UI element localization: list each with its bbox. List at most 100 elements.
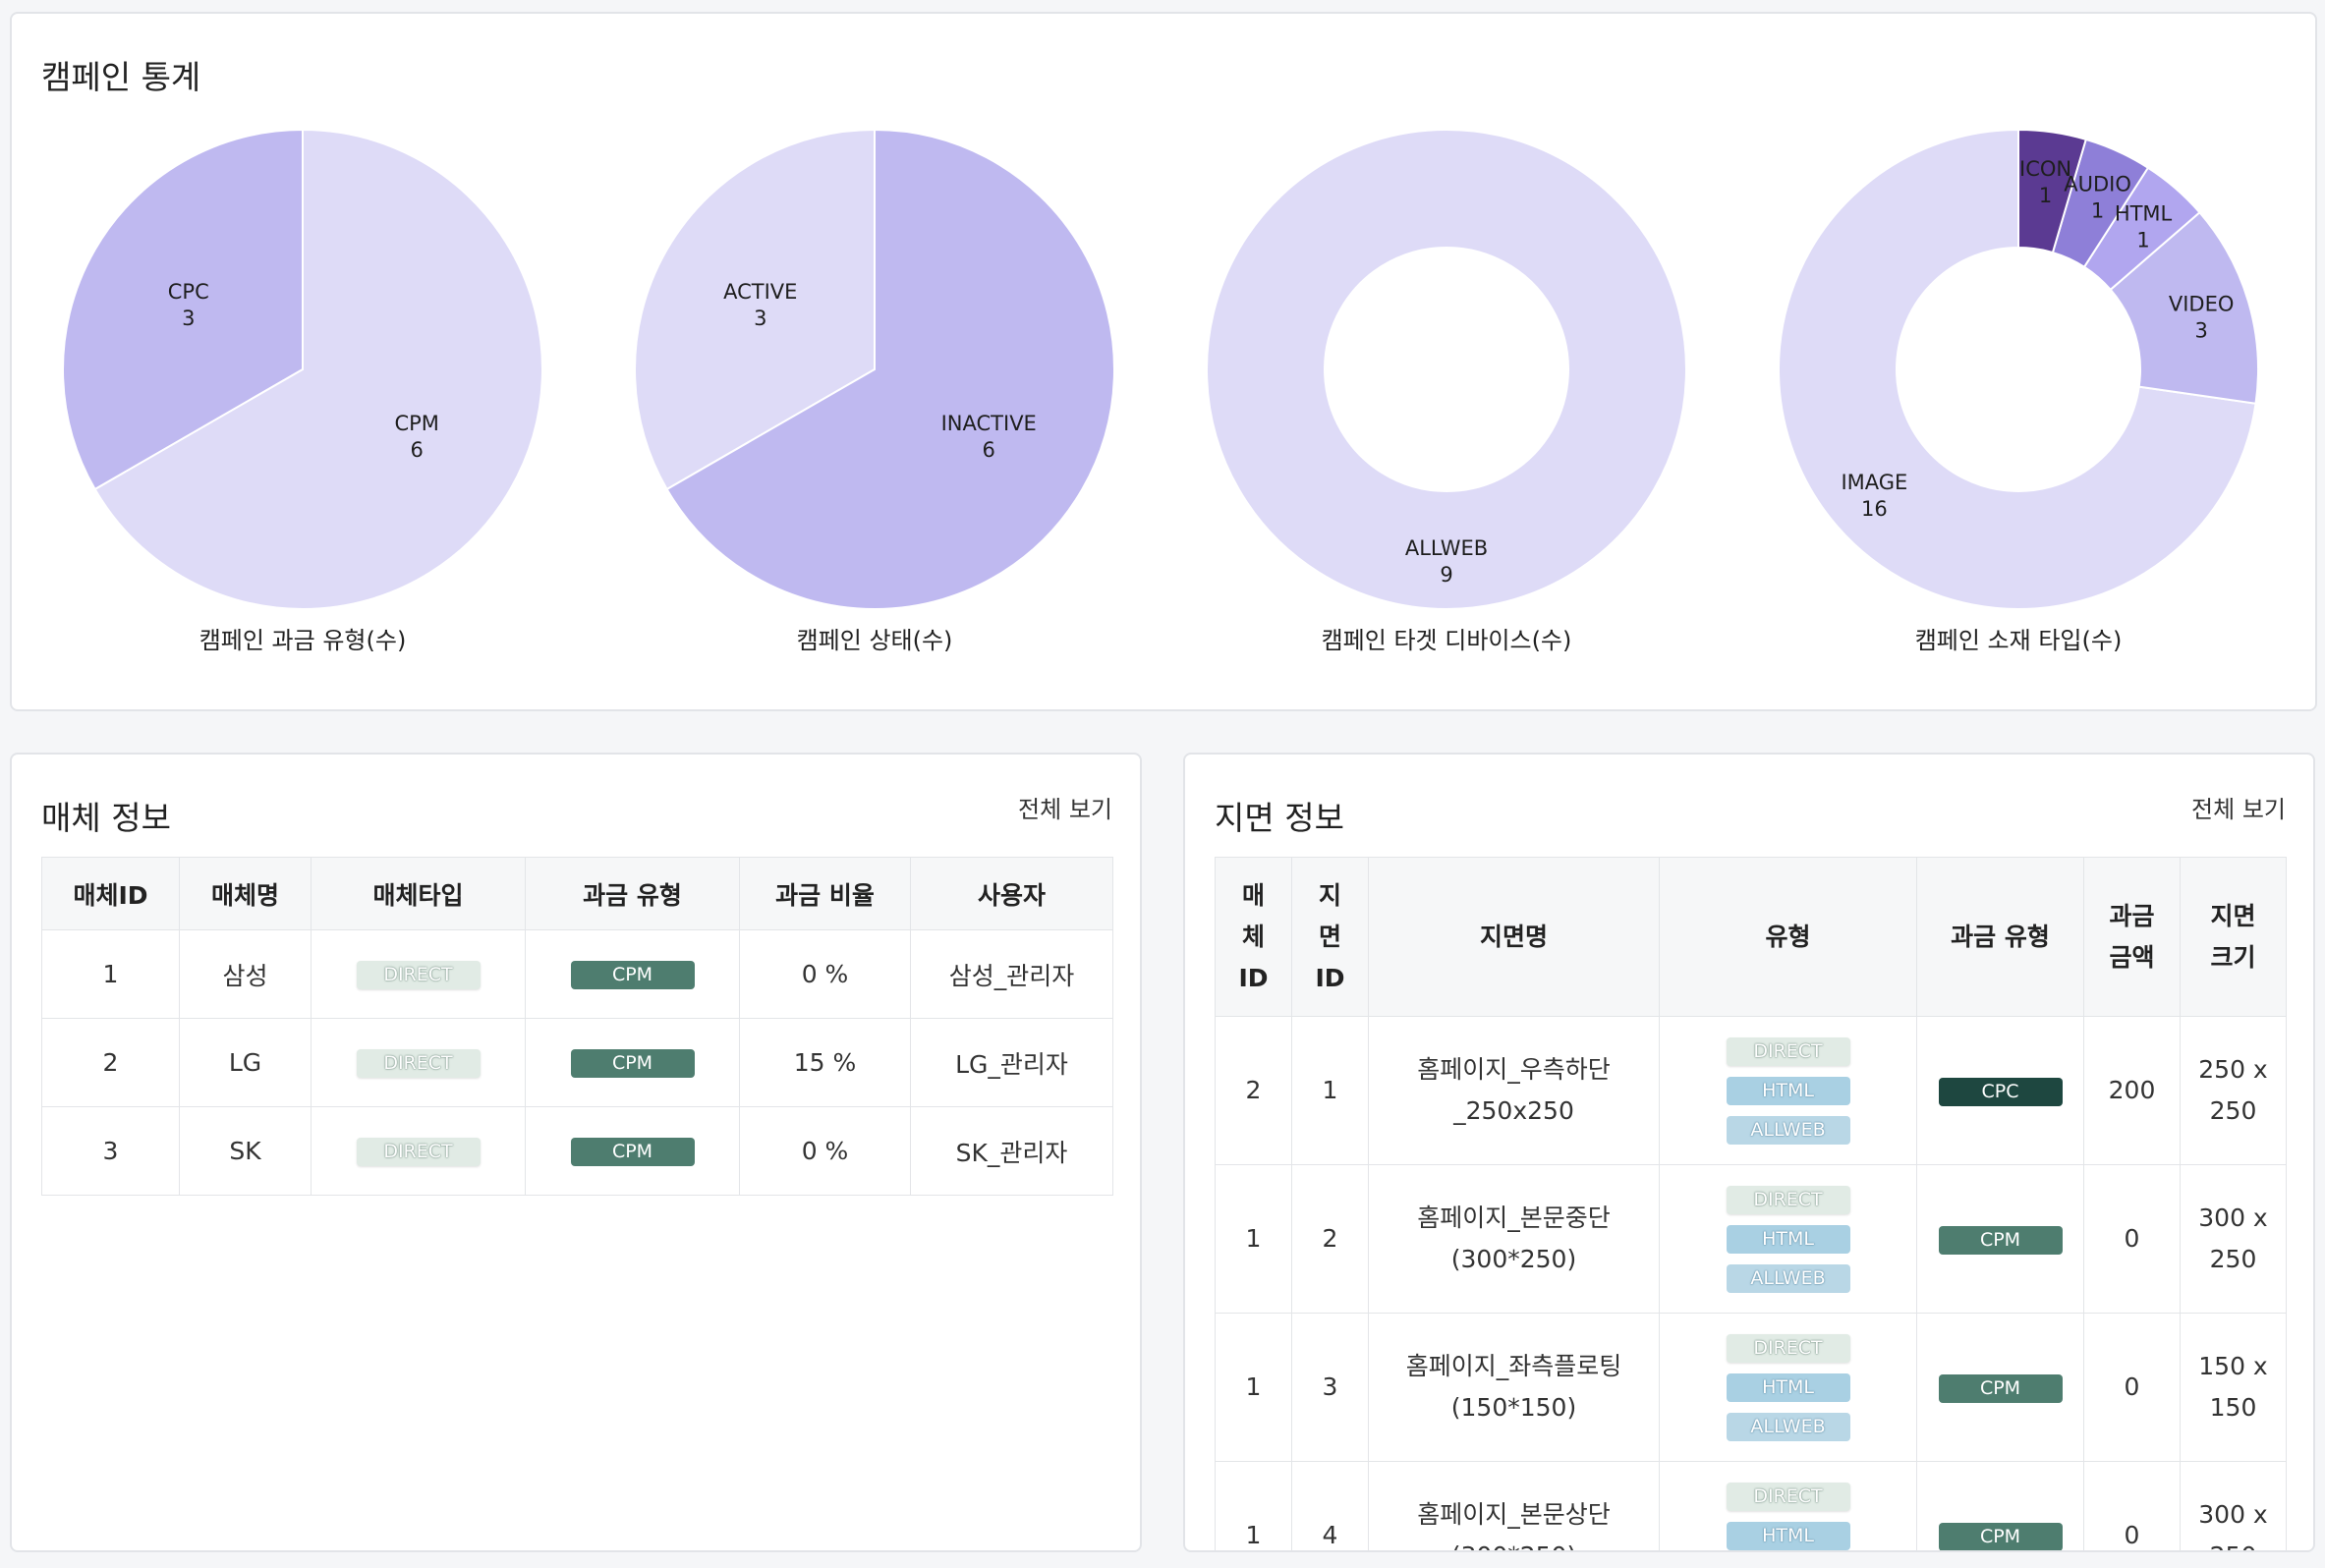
slice-active: [634, 128, 876, 491]
billing-type-cell: CPM: [1916, 1461, 2084, 1550]
column-header: 매체타입: [311, 857, 526, 930]
billing-ratio-cell: 15 %: [739, 1018, 911, 1107]
slice-icon: [2017, 128, 2087, 254]
chart-title: 캠페인 과금 유형(수): [199, 627, 407, 654]
slot-view-all-link[interactable]: 전체 보기: [2191, 796, 2286, 823]
media-id-cell: 3: [41, 1106, 180, 1196]
table-row[interactable]: 2 1 홈페이지_우측하단 _250x250 DIRECT HTML ALLWEB CPC 20…: [1215, 1016, 2287, 1165]
table-row[interactable]: 14홈페이지_본문상단(300*250)DIRECTHTMLALLWEBCPM0…: [1215, 1461, 2287, 1550]
slot-types-cell: DIRECT HTML ALLWEB: [1659, 1313, 1917, 1462]
billing-ratio-cell: 0 %: [739, 929, 911, 1019]
media-view-all-link[interactable]: 전체 보기: [1018, 796, 1112, 823]
slice-value: 6: [411, 438, 424, 462]
media-name-cell: LG: [179, 1018, 312, 1107]
slice-label: ICON: [2019, 157, 2071, 181]
slot-title: 지면 정보: [1215, 799, 1344, 837]
column-header: 지 면 ID: [1291, 857, 1369, 1017]
slice-label: IMAGE: [1841, 471, 1907, 494]
table-row[interactable]: 2 LG DIRECT CPM 15 % LG_관리자: [41, 1018, 1113, 1107]
column-header: 지면 크기: [2180, 857, 2287, 1017]
slice-value: 1: [2136, 228, 2149, 252]
media-table: 매체ID 매체명 매체타입 과금 유형 과금 비율 사용자 1 삼성 DIRECT CPM 0 %…: [41, 857, 1113, 1196]
billing-type-cell: CPM: [1916, 1164, 2084, 1314]
slice-allweb: [1206, 129, 1687, 610]
html-badge: HTML: [1726, 1076, 1850, 1105]
slice-value: 3: [182, 307, 195, 330]
chart-1: CPC 3 CPM 6 캠페인 과금 유형(수): [62, 128, 543, 654]
media-type-cell: DIRECT: [311, 1106, 526, 1196]
slice-label: VIDEO: [2169, 292, 2235, 315]
slice-value: 3: [2194, 318, 2207, 342]
billing-type-cell: CPM: [525, 1018, 740, 1107]
column-header: 매체명: [179, 857, 312, 930]
media-id-cell: 2: [1215, 1016, 1292, 1165]
table-row[interactable]: 1 3 홈페이지_좌측플로팅 (150*150) DIRECT HTML ALLWEB CPM…: [1215, 1313, 2287, 1462]
direct-badge: DIRECT: [356, 1048, 481, 1078]
media-title: 매체 정보: [41, 799, 171, 837]
table-row[interactable]: 1 삼성 DIRECT CPM 0 % 삼성_관리자: [41, 929, 1113, 1019]
column-header: 매체ID: [41, 857, 180, 930]
column-header: 유형: [1659, 857, 1917, 1017]
slice-label: HTML: [2115, 201, 2173, 225]
badge-stack: DIRECT HTML ALLWEB: [1666, 1333, 1910, 1441]
cpm-badge: CPM: [570, 1137, 695, 1166]
allweb-badge: ALLWEB: [1726, 1115, 1850, 1145]
slice-value: 6: [983, 438, 995, 462]
chart-title: 캠페인 상태(수): [797, 627, 953, 654]
chart-4: IMAGE 16 VIDEO 3 HTML 1 AUDIO 1 ICON 1 캠페인 소재 타입(수…: [1778, 128, 2259, 654]
slice-value: 9: [1440, 563, 1452, 587]
slot-name-cell: 홈페이지_본문상단(300*250): [1368, 1461, 1660, 1550]
billing-amount-cell: 200: [2083, 1016, 2181, 1165]
slice-label: ACTIVE: [723, 280, 797, 304]
slot-name-cell: 홈페이지_우측하단 _250x250: [1368, 1016, 1660, 1165]
column-header: 과금 비율: [739, 857, 911, 930]
slice-cpc: [62, 128, 304, 491]
slice-video: [2109, 210, 2259, 405]
slot-name-cell: 홈페이지_좌측플로팅 (150*150): [1368, 1313, 1660, 1462]
chart-3: ALLWEB 9 캠페인 타겟 디바이스(수): [1206, 129, 1687, 654]
media-table-header: 매체ID 매체명 매체타입 과금 유형 과금 비율 사용자: [41, 857, 1113, 930]
column-header: 과금 유형: [525, 857, 740, 930]
table-row[interactable]: 1 2 홈페이지_본문중단 (300*250) DIRECT HTML ALLWEB CPM 0…: [1215, 1164, 2287, 1314]
billing-ratio-cell: 0 %: [739, 1106, 911, 1196]
user-cell: LG_관리자: [910, 1018, 1113, 1107]
badge-stack: DIRECT HTML ALLWEB: [1666, 1036, 1910, 1145]
media-id-cell: 1: [1215, 1313, 1292, 1462]
cpm-badge: CPM: [570, 1048, 695, 1078]
cpc-badge: CPC: [1938, 1077, 2063, 1106]
slot-size-cell: 300 x250: [2180, 1461, 2287, 1550]
media-id-cell: 2: [41, 1018, 180, 1107]
campaign-stats-card: 캠페인 통계 CPC 3 CPM 6 캠페인 과금 유형(수) ACTIVE 3 INACTI…: [10, 12, 2317, 711]
slice-label: CPC: [168, 280, 209, 304]
table-row[interactable]: 3 SK DIRECT CPM 0 % SK_관리자: [41, 1106, 1113, 1196]
slice-label: INACTIVE: [941, 412, 1037, 435]
column-header: 사용자: [910, 857, 1113, 930]
slice-value: 1: [2039, 184, 2052, 207]
billing-type-cell: CPM: [525, 1106, 740, 1196]
billing-type-cell: CPM: [525, 929, 740, 1019]
slice-audio: [2051, 138, 2150, 269]
user-cell: SK_관리자: [910, 1106, 1113, 1196]
slice-label: ALLWEB: [1405, 536, 1488, 560]
column-header: 과금 금액: [2083, 857, 2181, 1017]
cpm-badge: CPM: [1938, 1522, 2063, 1550]
media-name-cell: 삼성: [179, 929, 312, 1019]
cpm-badge: CPM: [570, 960, 695, 989]
direct-badge: DIRECT: [1726, 1185, 1850, 1214]
slot-name-cell: 홈페이지_본문중단 (300*250): [1368, 1164, 1660, 1314]
slice-value: 16: [1861, 497, 1888, 521]
slot-table: 매 체 ID 지 면 ID 지면명 유형 과금 유형 과금 금액 지면 크기 2 1 홈페이지_우측하단 _2…: [1215, 857, 2287, 1550]
cpm-badge: CPM: [1938, 1225, 2063, 1255]
slice-label: AUDIO: [2064, 173, 2131, 196]
allweb-badge: ALLWEB: [1726, 1412, 1850, 1441]
direct-badge: DIRECT: [1726, 1333, 1850, 1363]
badge-stack: DIRECT HTML ALLWEB: [1666, 1185, 1910, 1293]
slot-id-cell: 3: [1291, 1313, 1369, 1462]
media-info-card: 매체 정보 전체 보기 매체ID 매체명 매체타입 과금 유형 과금 비율 사용자 1 삼성…: [10, 753, 1142, 1552]
slot-size-cell: 250 x 250: [2180, 1016, 2287, 1165]
slot-table-header: 매 체 ID 지 면 ID 지면명 유형 과금 유형 과금 금액 지면 크기: [1215, 857, 2287, 1017]
html-badge: HTML: [1726, 1372, 1850, 1402]
